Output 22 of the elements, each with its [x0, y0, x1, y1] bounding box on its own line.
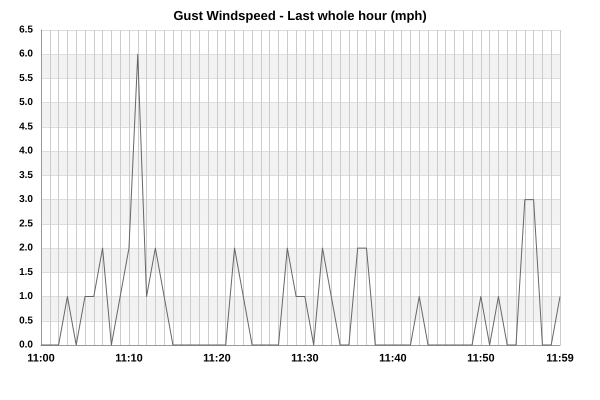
- y-tick-label: 6.5: [19, 24, 34, 36]
- x-tick-label: 11:00: [27, 352, 55, 364]
- y-tick-label: 3.5: [19, 170, 34, 181]
- chart-title: Gust Windspeed - Last whole hour (mph): [173, 8, 427, 23]
- x-tick-label: 11:10: [115, 352, 143, 364]
- x-tick-label: 11:30: [291, 352, 319, 364]
- x-tick-label: 11:40: [379, 352, 407, 364]
- y-tick-label: 5.5: [19, 72, 34, 84]
- y-tick-label: 1.5: [19, 266, 34, 278]
- x-tick-label: 11:20: [203, 352, 231, 364]
- y-tick-label: 6.0: [19, 48, 34, 60]
- y-tick-label: 4.0: [19, 146, 34, 157]
- y-tick-label: 2.0: [19, 242, 34, 254]
- y-tick-label: 4.5: [19, 121, 34, 132]
- y-tick-label: 0.5: [19, 315, 34, 326]
- y-tick-label: 3.0: [19, 194, 34, 206]
- x-tick-label: 11:59: [546, 352, 574, 364]
- y-tick-label: 2.5: [19, 218, 34, 230]
- x-tick-label: 11:50: [467, 352, 495, 364]
- y-tick-label: 5.0: [19, 97, 34, 108]
- y-tick-label: 1.0: [19, 291, 34, 302]
- y-tick-label: 0.0: [19, 340, 34, 350]
